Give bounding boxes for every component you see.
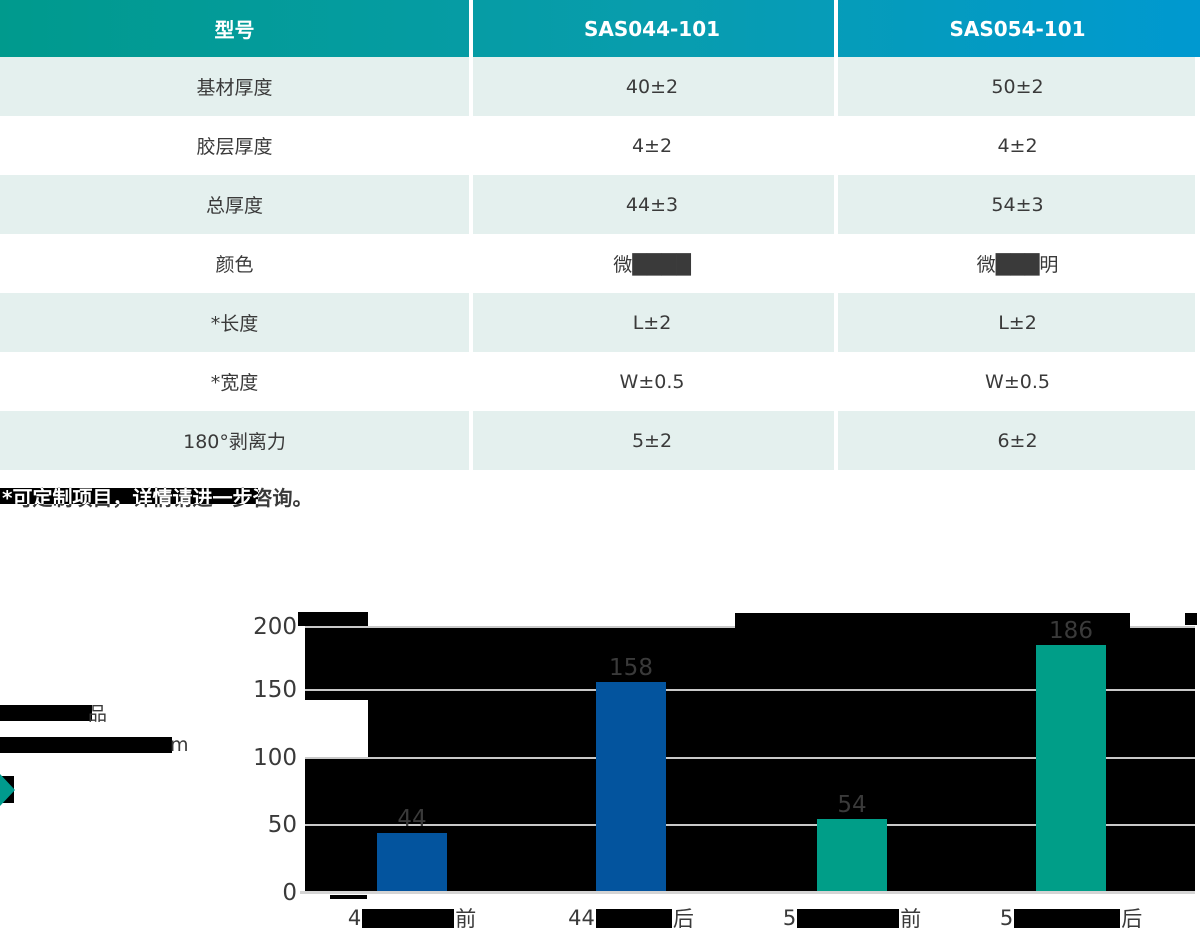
side-note-visible-char: 品: [88, 703, 108, 725]
category-suffix: 后: [1121, 907, 1143, 931]
redaction-bar: [0, 704, 92, 721]
table-row: 颜色 微████ 微███明: [0, 234, 1200, 293]
chart-white-glitch-notch: [305, 700, 368, 757]
table-row: *宽度 W±0.5 W±0.5: [0, 352, 1200, 411]
row-label: 颜色: [215, 254, 254, 276]
row-value: 6±2: [997, 429, 1038, 452]
footnote-invert-glitch-bar: *可定制项目，详情请进一步咨询。: [0, 488, 258, 504]
category-label-4: 5 后: [986, 903, 1156, 933]
category-label-2: 44 后: [546, 903, 716, 933]
side-note-line-1: 品: [0, 699, 107, 726]
row-label: 180°剥离力: [183, 431, 286, 453]
bar-54: [817, 819, 887, 891]
bar-158: [596, 682, 666, 891]
row-value: L±2: [632, 311, 672, 334]
row-label: *宽度: [210, 372, 259, 394]
category-prefix: 44: [568, 906, 595, 930]
y-tick-0: 0: [282, 880, 297, 906]
x-axis-line: [300, 891, 1195, 894]
table-row: 基材厚度 40±2 50±2: [0, 57, 1200, 116]
category-prefix: 5: [782, 906, 797, 930]
gridline-100: [305, 757, 1195, 759]
category-suffix: 前: [455, 907, 477, 931]
row-value: 40±2: [625, 75, 679, 98]
table-header-row: 型号 SAS044-101 SAS054-101: [0, 0, 1200, 57]
row-value: 54±3: [991, 193, 1044, 216]
row-value: W±0.5: [985, 370, 1050, 393]
table-row: 总厚度 44±3 54±3: [0, 175, 1200, 234]
bar-value-label: 158: [609, 655, 653, 681]
row-value: 4±2: [631, 134, 673, 157]
chart-top-glitch-bar: [735, 613, 1130, 628]
redaction-bar: [1014, 908, 1121, 928]
row-value: 5±2: [631, 429, 673, 452]
row-value: W±0.5: [619, 370, 685, 393]
y-tick-50: 50: [267, 812, 297, 838]
row-value-glitched: 微███明: [976, 254, 1059, 276]
redaction-bar: [595, 908, 672, 928]
header-model: 型号: [214, 18, 255, 42]
redaction-bar: [362, 908, 455, 928]
category-label-1: 4 前: [327, 903, 497, 933]
category-suffix: 后: [672, 907, 694, 931]
table-column-divider: [834, 0, 838, 470]
category-label-3: 5 前: [767, 903, 937, 933]
row-label: 胶层厚度: [196, 136, 273, 158]
redaction-bar: [797, 908, 900, 928]
table-row: 胶层厚度 4±2 4±2: [0, 116, 1200, 175]
header-sas044: SAS044-101: [583, 16, 721, 41]
category-prefix: 5: [999, 906, 1014, 930]
y-tick-100: 100: [253, 745, 297, 771]
row-value-glitched: 微████: [613, 254, 691, 276]
play-triangle-icon: [0, 774, 15, 806]
header-sas054: SAS054-101: [949, 16, 1086, 41]
redaction-bar: [0, 737, 172, 753]
table-row: *长度 L±2 L±2: [0, 293, 1200, 352]
row-value: 44±3: [625, 193, 679, 216]
bar-value-label: 44: [397, 806, 427, 832]
gridline-150: [305, 689, 1195, 691]
table-footnote: *可定制项目，详情请进一步咨询。 *可定制项目，详情请进一步咨询。: [0, 485, 312, 513]
row-label: *长度: [210, 313, 259, 335]
y-tick-150: 150: [253, 677, 297, 703]
row-label: 总厚度: [205, 195, 263, 217]
y-tick-200: 200: [253, 614, 297, 640]
category-suffix: 前: [900, 907, 922, 931]
gridline-50: [305, 824, 1195, 826]
table-column-divider: [469, 0, 473, 470]
bar-186: [1036, 645, 1106, 891]
axis-glitch-bar: [330, 895, 367, 899]
bar-44: [377, 833, 447, 891]
category-prefix: 4: [347, 906, 362, 930]
row-value: 50±2: [991, 75, 1044, 98]
table-row: 180°剥离力 5±2 6±2: [0, 411, 1200, 470]
side-note-line-2: m: [0, 734, 189, 756]
bar-value-label: 186: [1049, 618, 1093, 644]
row-value: L±2: [998, 311, 1037, 334]
table-right-edge: [1195, 57, 1200, 470]
row-label: 基材厚度: [196, 77, 273, 99]
side-note-visible-char: m: [170, 734, 189, 756]
chart-top-glitch-bar: [298, 612, 368, 626]
row-value: 4±2: [997, 134, 1038, 157]
bar-value-label: 54: [837, 792, 867, 818]
chart-top-glitch-square: [1185, 613, 1197, 625]
